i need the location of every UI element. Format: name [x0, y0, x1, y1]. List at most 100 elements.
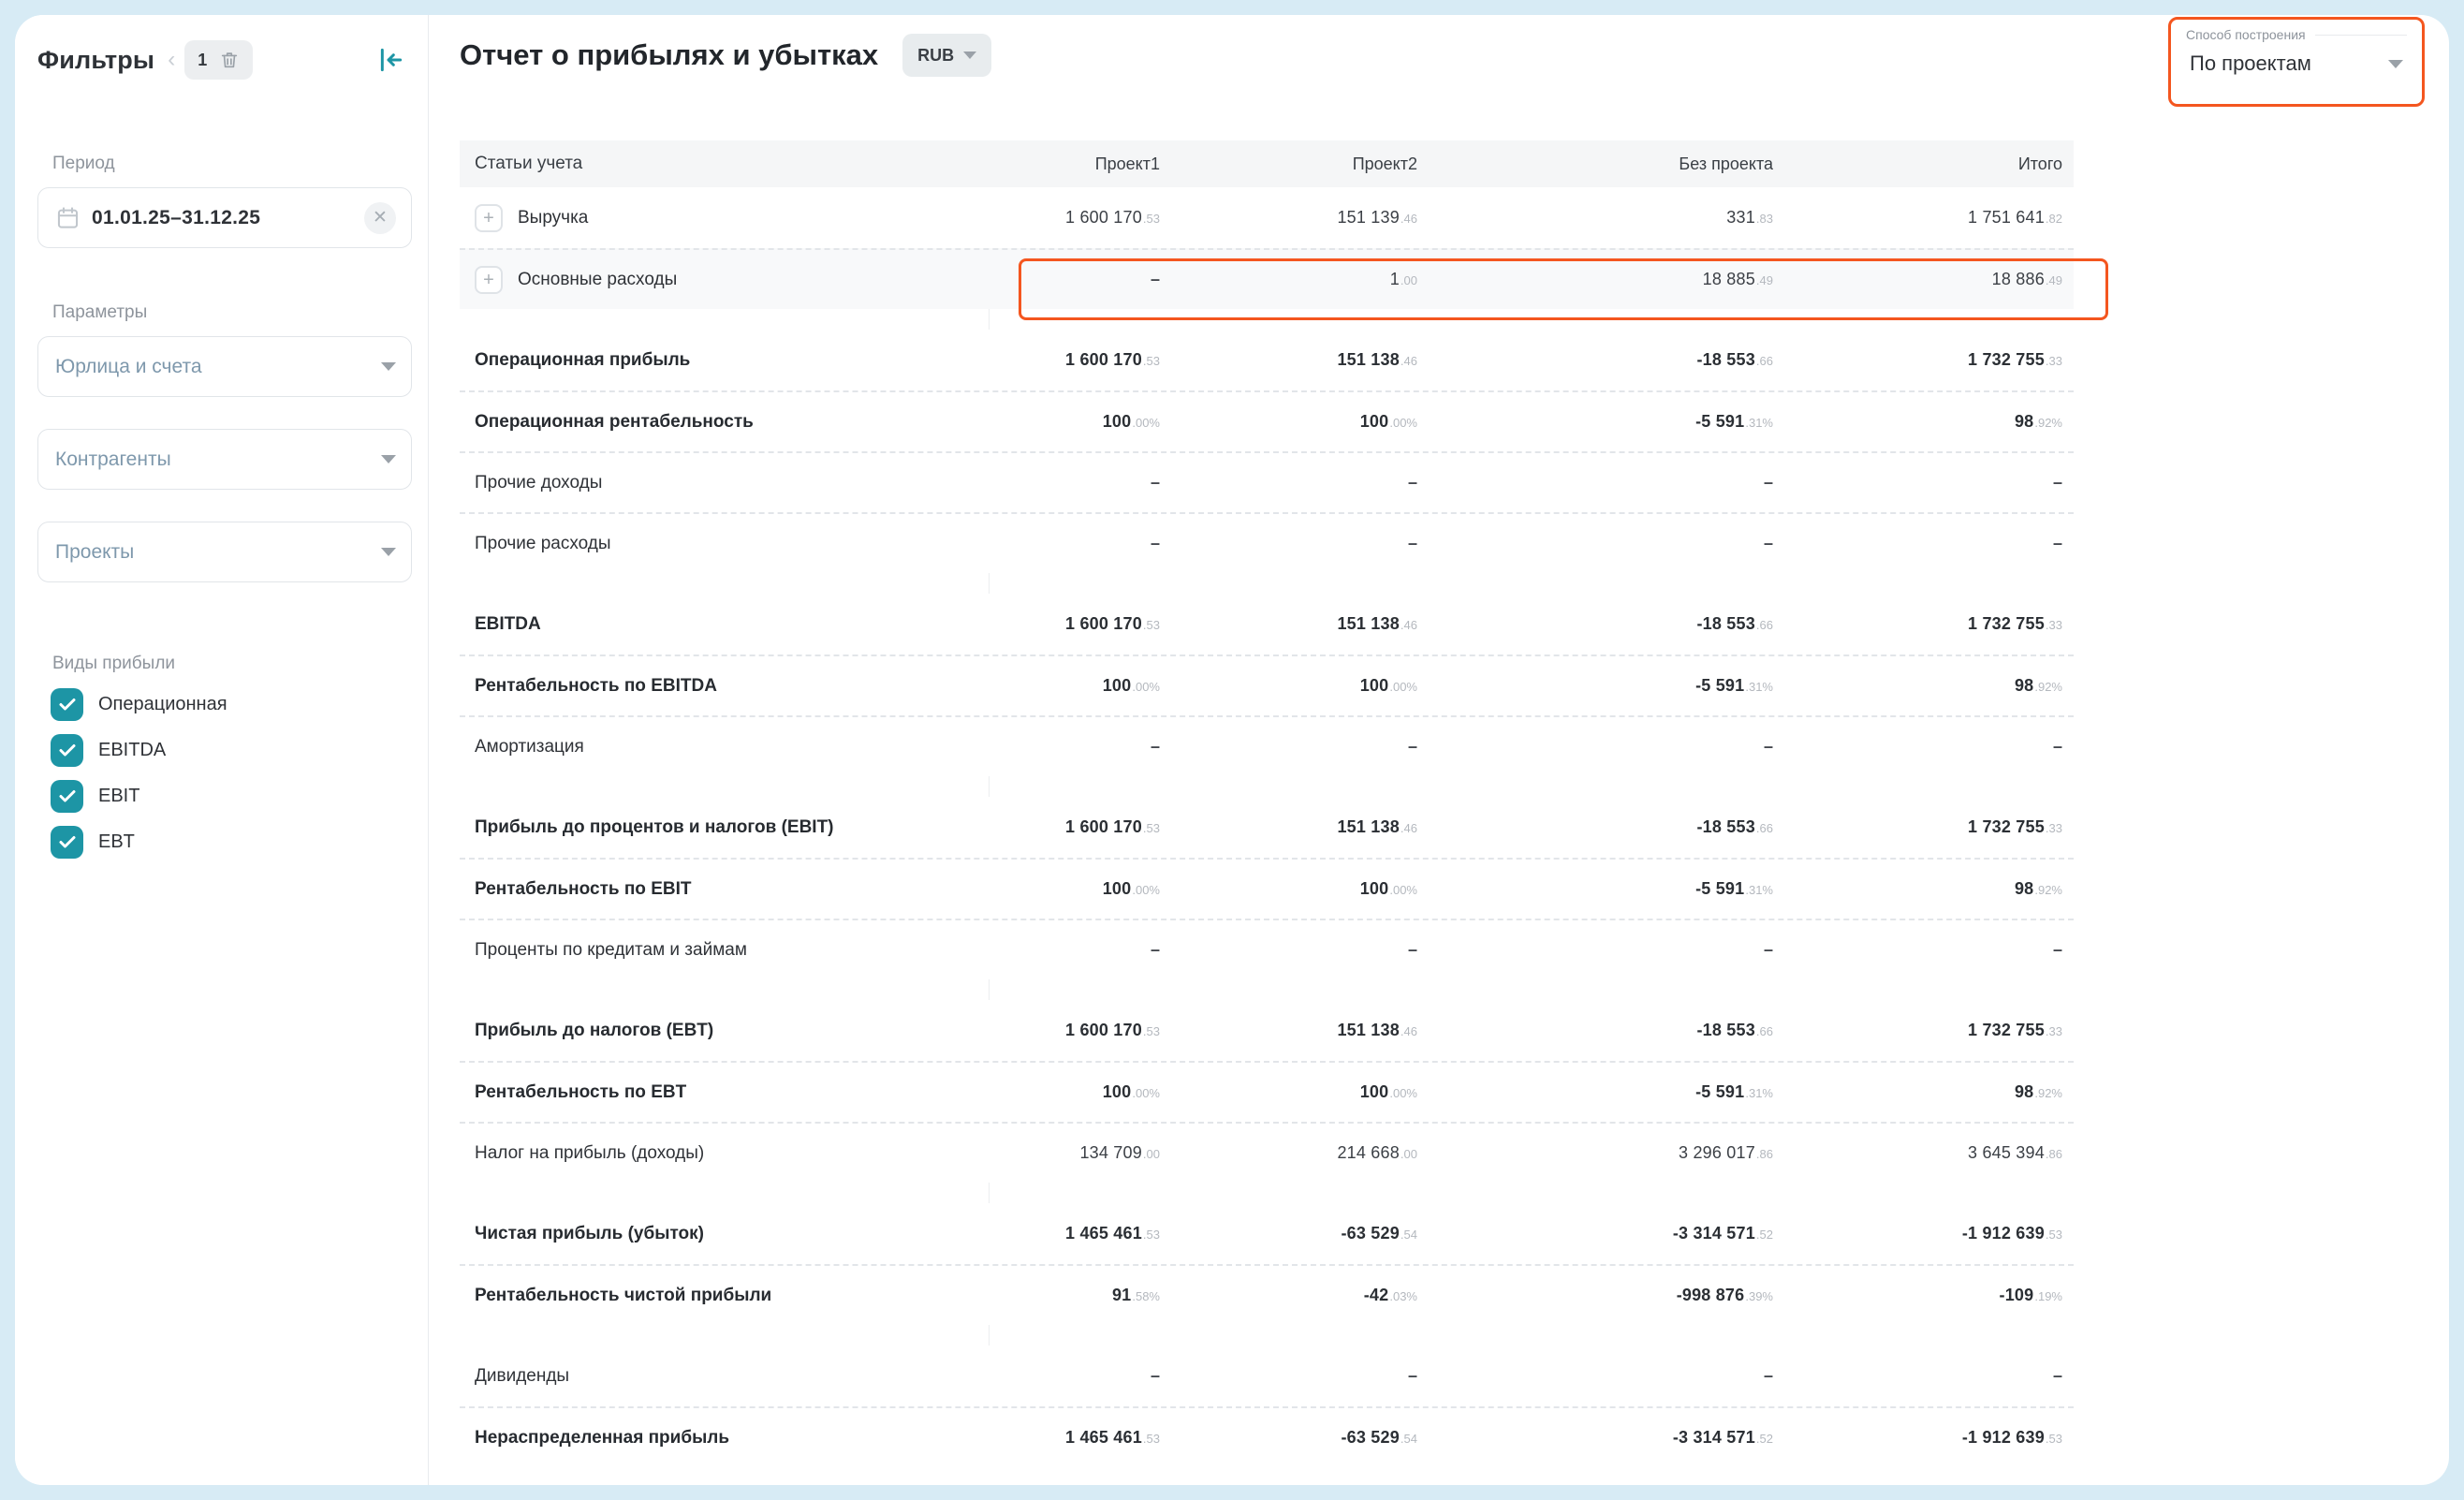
value-dec: .00% — [1389, 1086, 1417, 1100]
filters-sidebar: Фильтры ‹ 1 Период — [15, 15, 429, 1485]
cell-value: 1 751 641.82 — [1784, 208, 2074, 228]
expand-plus-button[interactable]: + — [475, 203, 503, 232]
cell-value: 98.92% — [1784, 1082, 2074, 1102]
value-dec: .31% — [1745, 883, 1773, 897]
cell-value: – — [989, 737, 1171, 757]
value-int: 151 138 — [1337, 1021, 1400, 1039]
dash-value: – — [1407, 940, 1417, 959]
value-dec: .46 — [1400, 212, 1417, 226]
cell-value: 1 600 170.53 — [989, 350, 1171, 370]
cell-value: – — [989, 270, 1171, 289]
dash-value: – — [1763, 534, 1773, 552]
column-header: Без проекта — [1679, 154, 1773, 173]
dropdown-value: Проекты — [55, 540, 135, 563]
cell-value: 151 138.46 — [1171, 1021, 1429, 1040]
value-dec: .92% — [2034, 680, 2062, 694]
dropdown-3[interactable]: Проекты — [37, 522, 412, 582]
calendar-icon — [55, 205, 81, 230]
value-int: 1 751 641 — [1968, 208, 2045, 227]
period-label: Период — [52, 154, 115, 173]
value-dec: .33 — [2045, 1024, 2062, 1038]
dropdown-2[interactable]: Контрагенты — [37, 429, 412, 490]
value-dec: .00% — [1389, 416, 1417, 430]
value-int: -1 912 639 — [1961, 1428, 2045, 1447]
row-label-cell: Нераспределенная прибыль — [460, 1428, 989, 1449]
table-row: + Основные расходы –1.00 18 885.49 18 886.49 — [460, 248, 2074, 309]
dash-value: – — [2052, 940, 2062, 959]
value-dec: .49 — [1755, 273, 1773, 287]
checkbox-label: EBITDA — [98, 739, 167, 760]
cell-value: -18 553.66 — [1429, 350, 1784, 370]
checkbox-checked-icon[interactable] — [51, 733, 83, 767]
cell-value: – — [989, 473, 1171, 493]
cell-value: – — [1429, 737, 1784, 757]
cell-value: 151 138.46 — [1171, 350, 1429, 370]
table-row: Нераспределенная прибыль 1 465 461.53 -63 … — [460, 1406, 2074, 1467]
filter-count-badge[interactable]: 1 — [184, 40, 254, 80]
row-label: Рентабельность чистой прибыли — [475, 1285, 772, 1305]
title-row: Отчет о прибылях и убытках RUB — [460, 28, 2449, 82]
cell-value: 3 296 017.86 — [1429, 1143, 1784, 1163]
value-dec: .53 — [1142, 1228, 1160, 1242]
value-dec: .00% — [1132, 883, 1160, 897]
checkbox-checked-icon[interactable] — [51, 779, 83, 813]
cell-value: 1.00 — [1171, 270, 1429, 289]
value-int: -18 553 — [1696, 614, 1755, 633]
trash-icon[interactable] — [219, 50, 240, 70]
value-int: 331 — [1726, 208, 1755, 227]
cell-value: – — [989, 940, 1171, 960]
value-dec: .52 — [1755, 1432, 1773, 1446]
cell-value: -5 591.31% — [1429, 879, 1784, 899]
value-int: 1 600 170 — [1065, 614, 1142, 633]
value-dec: .46 — [1400, 821, 1417, 835]
value-int: 100 — [1359, 412, 1389, 431]
value-int: -5 591 — [1695, 412, 1745, 431]
cell-value: 100.00% — [989, 412, 1171, 432]
filter-count: 1 — [198, 50, 208, 69]
currency-selector[interactable]: RUB — [902, 34, 992, 77]
row-label: Прочие доходы — [475, 472, 603, 493]
clear-period-icon[interactable]: ✕ — [364, 201, 396, 234]
dash-value: – — [1763, 1366, 1773, 1385]
build-mode-select[interactable]: Способ построения По проектам — [2168, 17, 2425, 107]
table-row: Амортизация – – – – — [460, 715, 2074, 776]
row-label-cell: Проценты по кредитам и займам — [460, 940, 989, 961]
value-dec: .53 — [1142, 1432, 1160, 1446]
cell-value: – — [1171, 737, 1429, 757]
divider — [2314, 34, 2407, 36]
row-label: Прочие расходы — [475, 533, 611, 553]
chevron-down-icon — [963, 51, 977, 59]
row-label: Операционная рентабельность — [475, 411, 754, 432]
cell-value: 100.00% — [1171, 1082, 1429, 1102]
row-label-cell: Прибыль до процентов и налогов (EBIT) — [460, 817, 989, 838]
row-label: Чистая прибыль (убыток) — [475, 1223, 704, 1243]
value-int: 151 138 — [1337, 350, 1400, 369]
cell-value: -18 553.66 — [1429, 1021, 1784, 1040]
value-dec: .46 — [1400, 1024, 1417, 1038]
dash-value: – — [1763, 737, 1773, 756]
cell-value: – — [1429, 534, 1784, 553]
checkbox-checked-icon[interactable] — [51, 687, 83, 721]
cell-value: 100.00% — [989, 1082, 1171, 1102]
table-header: Статьи учета Проект1 Проект2 Без проекта Ит… — [460, 140, 2074, 187]
dropdown-1[interactable]: Юрлица и счета — [37, 336, 412, 397]
chevron-down-icon — [2388, 59, 2403, 68]
value-int: 1 600 170 — [1065, 208, 1142, 227]
value-int: 3 645 394 — [1968, 1143, 2045, 1162]
cell-value: – — [1171, 473, 1429, 493]
checkbox-checked-icon[interactable] — [51, 825, 83, 859]
dash-value: – — [2052, 473, 2062, 492]
cell-value: -1 912 639.53 — [1784, 1428, 2074, 1448]
value-int: -42 — [1363, 1286, 1389, 1304]
value-dec: .19% — [2034, 1289, 2062, 1303]
collapse-sidebar-icon[interactable] — [375, 45, 405, 75]
value-dec: .66 — [1755, 618, 1773, 632]
value-dec: .92% — [2034, 883, 2062, 897]
value-int: 1 732 755 — [1968, 817, 2045, 836]
dash-value: – — [1150, 534, 1160, 552]
row-label-cell: Рентабельность чистой прибыли — [460, 1286, 989, 1306]
expand-plus-button[interactable]: + — [475, 265, 503, 294]
value-int: -998 876 — [1676, 1286, 1745, 1304]
row-label-cell: EBITDA — [460, 614, 989, 635]
period-input[interactable]: 01.01.25–31.12.25 ✕ — [37, 187, 412, 248]
